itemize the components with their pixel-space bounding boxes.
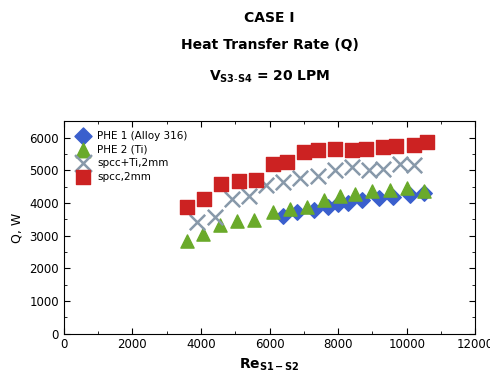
PHE 1 (Alloy 316) <box>375 195 383 201</box>
PHE 1 (Alloy 316) <box>406 193 414 199</box>
PHE 1 (Alloy 316) <box>334 201 342 207</box>
spcc+Ti,2mm <box>348 164 356 170</box>
spcc+Ti,2mm <box>379 166 387 172</box>
spcc+Ti,2mm <box>228 196 236 202</box>
PHE 1 (Alloy 316) <box>344 200 352 206</box>
PHE 2 (Ti) <box>386 186 393 193</box>
PHE 1 (Alloy 316) <box>358 197 366 203</box>
spcc,2mm <box>348 147 356 153</box>
PHE 1 (Alloy 316) <box>310 207 318 213</box>
spcc,2mm <box>331 146 339 152</box>
spcc,2mm <box>183 204 191 210</box>
spcc+Ti,2mm <box>365 167 373 173</box>
spcc,2mm <box>283 160 291 166</box>
spcc,2mm <box>235 178 243 184</box>
spcc,2mm <box>300 149 308 155</box>
PHE 1 (Alloy 316) <box>420 190 428 196</box>
PHE 1 (Alloy 316) <box>324 204 332 210</box>
Text: Heat Transfer Rate (Q): Heat Transfer Rate (Q) <box>180 38 359 52</box>
PHE 1 (Alloy 316) <box>389 194 397 200</box>
spcc,2mm <box>218 181 225 187</box>
spcc,2mm <box>410 143 417 149</box>
spcc+Ti,2mm <box>245 193 253 199</box>
PHE 2 (Ti) <box>368 188 376 194</box>
Legend: PHE 1 (Alloy 316), PHE 2 (Ti), spcc+Ti,2mm, spcc,2mm: PHE 1 (Alloy 316), PHE 2 (Ti), spcc+Ti,2… <box>69 127 192 186</box>
spcc,2mm <box>423 139 431 145</box>
spcc+Ti,2mm <box>296 175 304 181</box>
PHE 2 (Ti) <box>233 218 241 224</box>
Y-axis label: Q, W: Q, W <box>11 212 24 243</box>
spcc,2mm <box>379 144 387 150</box>
PHE 1 (Alloy 316) <box>279 213 287 219</box>
spcc,2mm <box>362 146 369 152</box>
spcc,2mm <box>314 147 321 153</box>
spcc+Ti,2mm <box>211 214 219 220</box>
PHE 2 (Ti) <box>269 209 277 215</box>
PHE 2 (Ti) <box>336 193 343 199</box>
spcc,2mm <box>269 161 277 167</box>
spcc+Ti,2mm <box>279 179 287 185</box>
PHE 2 (Ti) <box>183 238 191 244</box>
PHE 2 (Ti) <box>320 197 328 203</box>
PHE 2 (Ti) <box>403 185 411 191</box>
PHE 2 (Ti) <box>216 222 223 228</box>
spcc+Ti,2mm <box>314 174 321 180</box>
spcc,2mm <box>392 143 400 149</box>
PHE 1 (Alloy 316) <box>293 209 301 215</box>
PHE 2 (Ti) <box>351 191 359 197</box>
PHE 2 (Ti) <box>250 217 258 223</box>
spcc,2mm <box>200 196 208 202</box>
PHE 2 (Ti) <box>420 188 428 194</box>
spcc+Ti,2mm <box>194 218 201 224</box>
spcc+Ti,2mm <box>262 182 270 188</box>
spcc+Ti,2mm <box>410 162 417 168</box>
spcc,2mm <box>252 177 260 183</box>
PHE 2 (Ti) <box>286 206 294 212</box>
X-axis label: $\mathbf{Re_{S1-S2}}$: $\mathbf{Re_{S1-S2}}$ <box>239 357 300 373</box>
Text: CASE I: CASE I <box>244 11 295 25</box>
Text: $\mathbf{V_{S3\text{-}S4}}$ = 20 LPM: $\mathbf{V_{S3\text{-}S4}}$ = 20 LPM <box>209 68 330 85</box>
spcc+Ti,2mm <box>331 167 339 173</box>
spcc+Ti,2mm <box>396 161 404 167</box>
PHE 2 (Ti) <box>199 231 207 237</box>
PHE 2 (Ti) <box>303 204 311 210</box>
